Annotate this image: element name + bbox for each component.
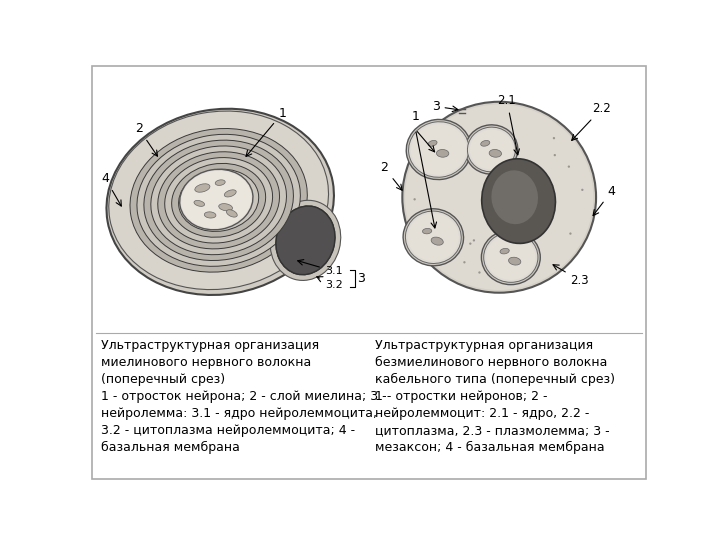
- Ellipse shape: [423, 228, 432, 234]
- Ellipse shape: [431, 237, 444, 245]
- Text: 3: 3: [356, 272, 364, 285]
- Ellipse shape: [508, 257, 521, 265]
- Ellipse shape: [109, 111, 328, 289]
- Ellipse shape: [489, 150, 502, 157]
- Ellipse shape: [473, 239, 475, 241]
- Ellipse shape: [171, 164, 266, 237]
- Text: 2: 2: [135, 122, 158, 156]
- Ellipse shape: [219, 204, 233, 211]
- Ellipse shape: [446, 240, 449, 242]
- Ellipse shape: [581, 188, 583, 191]
- Text: 2: 2: [381, 161, 402, 190]
- Ellipse shape: [181, 171, 251, 228]
- Ellipse shape: [276, 206, 335, 275]
- Ellipse shape: [270, 200, 341, 280]
- Ellipse shape: [530, 273, 532, 275]
- Ellipse shape: [144, 140, 294, 260]
- Ellipse shape: [469, 130, 513, 170]
- Ellipse shape: [402, 102, 596, 293]
- Text: 3.1: 3.1: [297, 260, 343, 276]
- Ellipse shape: [420, 218, 423, 220]
- Ellipse shape: [506, 250, 508, 253]
- Ellipse shape: [486, 234, 536, 280]
- Ellipse shape: [553, 137, 555, 139]
- Text: 1: 1: [412, 110, 420, 123]
- Ellipse shape: [426, 163, 428, 165]
- Ellipse shape: [215, 180, 225, 185]
- Ellipse shape: [463, 261, 466, 264]
- Ellipse shape: [554, 154, 556, 156]
- Ellipse shape: [481, 140, 490, 146]
- Ellipse shape: [204, 212, 216, 218]
- Text: 2.2: 2.2: [572, 102, 611, 140]
- Ellipse shape: [480, 127, 482, 130]
- Ellipse shape: [403, 209, 464, 266]
- Ellipse shape: [276, 206, 335, 275]
- Ellipse shape: [130, 129, 307, 272]
- Text: 2.1: 2.1: [498, 94, 519, 155]
- Ellipse shape: [500, 248, 509, 254]
- Ellipse shape: [436, 150, 449, 157]
- Ellipse shape: [478, 271, 481, 274]
- Text: 2.3: 2.3: [553, 265, 589, 287]
- Text: 4: 4: [593, 185, 616, 215]
- Ellipse shape: [405, 211, 462, 264]
- Ellipse shape: [482, 230, 540, 285]
- Ellipse shape: [432, 252, 435, 254]
- Ellipse shape: [446, 256, 449, 259]
- Ellipse shape: [505, 136, 508, 138]
- Ellipse shape: [405, 104, 593, 290]
- Ellipse shape: [225, 190, 236, 197]
- Ellipse shape: [570, 232, 572, 235]
- Text: Ультраструктурная организация
миелинового нервного волокна
(поперечный срез)
1 -: Ультраструктурная организация миелиновог…: [101, 339, 387, 454]
- Ellipse shape: [469, 242, 472, 245]
- Ellipse shape: [428, 163, 431, 165]
- Ellipse shape: [484, 232, 538, 282]
- Ellipse shape: [194, 200, 204, 206]
- Ellipse shape: [406, 119, 472, 180]
- Ellipse shape: [482, 159, 555, 244]
- Ellipse shape: [179, 169, 258, 232]
- Ellipse shape: [165, 158, 273, 243]
- Text: Ультраструктурная организация
безмиелинового нервного волокна
кабельного типа (п: Ультраструктурная организация безмиелино…: [375, 339, 615, 454]
- Ellipse shape: [137, 134, 300, 266]
- Ellipse shape: [107, 109, 334, 295]
- Ellipse shape: [468, 139, 471, 141]
- Ellipse shape: [420, 172, 422, 174]
- Ellipse shape: [515, 264, 517, 267]
- Ellipse shape: [465, 125, 518, 174]
- Ellipse shape: [567, 165, 570, 168]
- Ellipse shape: [467, 127, 516, 172]
- Ellipse shape: [428, 140, 437, 146]
- Ellipse shape: [413, 198, 415, 200]
- Ellipse shape: [195, 184, 210, 192]
- Ellipse shape: [226, 210, 238, 217]
- Text: 4: 4: [102, 172, 121, 206]
- Ellipse shape: [150, 146, 287, 255]
- Ellipse shape: [498, 150, 500, 152]
- Ellipse shape: [180, 170, 253, 230]
- Ellipse shape: [408, 122, 469, 177]
- Text: 1: 1: [246, 107, 286, 157]
- Ellipse shape: [411, 124, 467, 175]
- Ellipse shape: [408, 213, 459, 261]
- Ellipse shape: [158, 152, 279, 249]
- Text: 3: 3: [432, 100, 458, 113]
- Text: 3.2: 3.2: [317, 276, 343, 290]
- Ellipse shape: [492, 170, 538, 224]
